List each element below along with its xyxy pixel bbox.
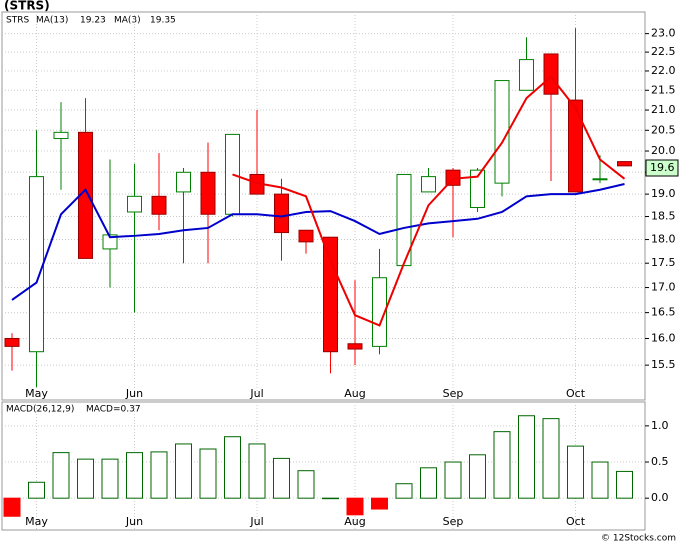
y-tick-label: 18.5: [651, 210, 676, 223]
y-tick-label: 16.0: [651, 331, 676, 344]
y-tick-label: 17.0: [651, 281, 676, 294]
bar: [150, 451, 168, 499]
bar: [248, 443, 266, 499]
candle-body: [151, 195, 167, 215]
y-tick-label: 1.0: [651, 419, 669, 432]
x-tick-label: May: [25, 515, 48, 528]
x-tick-label: Jun: [125, 515, 143, 528]
y-tick-label: 21.5: [651, 83, 676, 96]
candle-body: [53, 131, 69, 140]
legend-ma3-value: 19.35: [150, 16, 176, 26]
bar: [444, 461, 462, 499]
x-tick-label: Jun: [125, 387, 143, 400]
x-tick-label: Aug: [344, 515, 365, 528]
candle-body: [519, 59, 534, 91]
bar: [175, 443, 192, 499]
bar: [371, 497, 388, 510]
x-tick-label: Oct: [566, 515, 586, 528]
x-tick-label: Oct: [566, 387, 586, 400]
y-tick-label: 15.5: [651, 358, 676, 371]
candle-body: [470, 169, 485, 208]
bar: [395, 483, 413, 499]
bar: [493, 431, 511, 499]
legend-ma13: MA(13): [36, 16, 68, 26]
y-tick-label: 19.0: [651, 187, 676, 200]
ma-line: [11, 183, 625, 301]
candle-body: [421, 176, 436, 193]
legend-ma3: MA(3): [114, 16, 141, 26]
footer: © 12Stocks.com: [601, 534, 676, 544]
candle-body: [127, 195, 142, 213]
y-tick-label: 22.0: [651, 64, 676, 77]
bar: [518, 415, 535, 499]
bar: [322, 497, 339, 500]
bar: [346, 497, 364, 516]
y-tick-label: 20.5: [651, 123, 676, 136]
bar: [297, 470, 315, 499]
price-panel: [1, 11, 646, 401]
bar: [616, 470, 633, 499]
y-tick-label: 16.5: [651, 306, 676, 319]
x-tick-label: May: [25, 387, 48, 400]
bar: [273, 457, 290, 499]
bar: [542, 418, 560, 499]
y-tick-label: 21.0: [651, 103, 676, 116]
y-tick-label: 17.5: [651, 256, 676, 269]
candle-body: [568, 99, 583, 193]
last-price-box: [645, 159, 679, 177]
y-tick-label: 0.5: [651, 455, 669, 468]
candle-body: [298, 229, 314, 243]
bar: [420, 467, 437, 499]
bar: [77, 458, 94, 499]
y-tick-label: 0.0: [651, 491, 669, 504]
candle-body: [225, 133, 240, 215]
bar: [199, 448, 217, 499]
bar: [52, 452, 70, 499]
candle-body: [592, 178, 608, 181]
candle-body: [176, 171, 191, 193]
candle-body: [4, 337, 20, 347]
y-tick-label: 23.0: [651, 27, 676, 40]
y-tick-label: 22.5: [651, 45, 676, 58]
legend-ma13-value: 19.23: [80, 16, 106, 26]
bar: [3, 497, 21, 517]
bar: [591, 461, 609, 499]
last-price-label: 19.6: [650, 161, 675, 174]
bar: [28, 481, 45, 499]
legend-symbol: STRS: [6, 16, 29, 26]
y-tick-label: 18.0: [651, 233, 676, 246]
candle-body: [543, 53, 559, 95]
candle-body: [372, 277, 387, 347]
candle-body: [323, 236, 338, 353]
x-tick-label: Jul: [249, 387, 263, 400]
ma-line: [232, 75, 626, 327]
x-tick-label: Sep: [443, 387, 464, 400]
chart-title: (STRS): [4, 0, 50, 13]
candle-body: [29, 176, 44, 353]
bar: [469, 454, 486, 499]
candle-body: [617, 161, 632, 167]
bar: [224, 436, 241, 499]
candle-body: [274, 193, 289, 234]
bar: [567, 445, 584, 499]
macd-panel: [1, 401, 646, 531]
bar: [101, 458, 119, 499]
bar: [126, 452, 143, 499]
x-tick-label: Aug: [344, 387, 365, 400]
x-tick-label: Jul: [249, 515, 263, 528]
macd-title: MACD(26,12,9): [6, 405, 74, 415]
candle-body: [347, 343, 363, 350]
x-tick-label: Sep: [443, 515, 464, 528]
candle-body: [200, 171, 216, 215]
candle-body: [102, 234, 118, 250]
y-tick-label: 20.0: [651, 144, 676, 157]
macd-legend: MACD=0.37: [86, 405, 141, 415]
